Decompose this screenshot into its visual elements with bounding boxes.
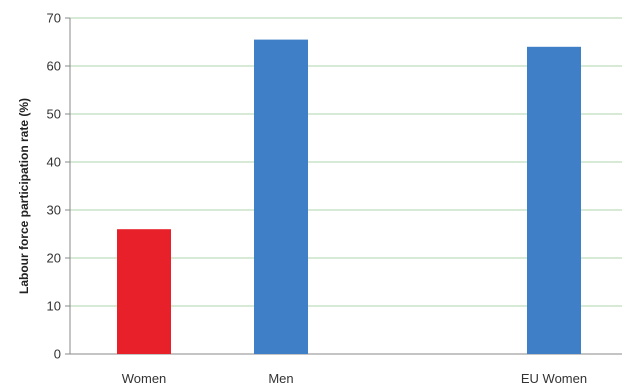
x-category-label: Women <box>122 371 167 386</box>
y-axis-title: Labour force participation rate (%) <box>17 98 31 294</box>
bar-eu-women <box>527 46 581 355</box>
bar-men <box>254 39 308 354</box>
y-tick-label: 50 <box>47 107 61 122</box>
y-tick-label: 10 <box>47 299 61 314</box>
y-tick-label: 20 <box>47 251 61 266</box>
y-tick-label: 30 <box>47 203 61 218</box>
y-tick-label: 40 <box>47 155 61 170</box>
category-labels: Women Men EU Women <box>122 371 587 386</box>
y-tick-label: 60 <box>47 59 61 74</box>
bars <box>117 39 581 355</box>
bar-women <box>117 229 171 354</box>
y-tick-label: 0 <box>54 347 61 362</box>
y-tick-label: 70 <box>47 11 61 26</box>
x-category-label: EU Women <box>521 371 587 386</box>
x-category-label: Men <box>268 371 293 386</box>
